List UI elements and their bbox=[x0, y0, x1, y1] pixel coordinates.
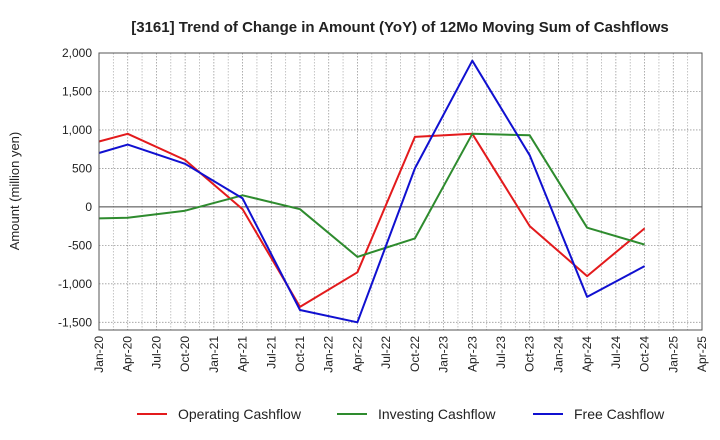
x-tick-label: Jan-25 bbox=[666, 336, 680, 373]
x-tick-label: Jan-22 bbox=[322, 336, 336, 373]
x-tick-label: Apr-23 bbox=[465, 336, 479, 372]
y-tick-label: 1,500 bbox=[62, 84, 92, 98]
x-tick-label: Jul-20 bbox=[149, 336, 163, 369]
x-tick-label: Oct-20 bbox=[178, 336, 192, 372]
y-tick-label: 1,000 bbox=[62, 123, 92, 137]
x-tick-label: Oct-24 bbox=[638, 336, 652, 372]
series-line-investing-cashflow bbox=[98, 132, 645, 258]
x-tick-label: Jul-21 bbox=[264, 336, 278, 369]
x-tick-label: Apr-24 bbox=[580, 336, 594, 372]
x-tick-label: Jan-23 bbox=[437, 336, 451, 373]
x-tick-label: Jul-22 bbox=[379, 336, 393, 369]
x-tick-label: Jan-20 bbox=[92, 336, 106, 373]
y-tick-label: -1,000 bbox=[58, 277, 92, 291]
x-tick-label: Jul-23 bbox=[494, 336, 508, 369]
legend-label-free-cashflow: Free Cashflow bbox=[574, 406, 665, 422]
x-tick-label: Apr-22 bbox=[350, 336, 364, 372]
x-tick-label: Apr-25 bbox=[695, 336, 709, 372]
x-tick-label: Oct-21 bbox=[293, 336, 307, 372]
x-tick-label: Apr-21 bbox=[236, 336, 250, 372]
y-tick-label: 2,000 bbox=[62, 46, 92, 60]
legend-label-investing-cashflow: Investing Cashflow bbox=[378, 406, 496, 422]
y-tick-label: -500 bbox=[68, 238, 92, 252]
series-line-operating-cashflow bbox=[98, 132, 646, 308]
x-tick-label: Jan-24 bbox=[551, 336, 565, 373]
axis-ticks: 2,0001,5001,0005000-500-1,000-1,500Jan-2… bbox=[58, 46, 709, 373]
x-tick-label: Oct-22 bbox=[408, 336, 422, 372]
chart-title: [3161] Trend of Change in Amount (YoY) o… bbox=[131, 19, 669, 36]
series-line-free-cashflow bbox=[98, 59, 646, 324]
plot-area bbox=[98, 52, 703, 331]
x-tick-label: Apr-20 bbox=[121, 336, 135, 372]
legend: Operating Cashflow Investing Cashflow Free… bbox=[137, 406, 665, 422]
y-tick-label: 0 bbox=[85, 200, 92, 214]
x-tick-label: Jan-21 bbox=[207, 336, 221, 373]
x-tick-label: Oct-23 bbox=[523, 336, 537, 372]
series-lines bbox=[98, 59, 646, 324]
x-tick-label: Jul-24 bbox=[609, 336, 623, 369]
legend-label-operating-cashflow: Operating Cashflow bbox=[178, 406, 302, 422]
y-tick-label: -1,500 bbox=[58, 315, 92, 329]
y-axis-label: Amount (million yen) bbox=[7, 132, 22, 251]
y-tick-label: 500 bbox=[72, 161, 92, 175]
